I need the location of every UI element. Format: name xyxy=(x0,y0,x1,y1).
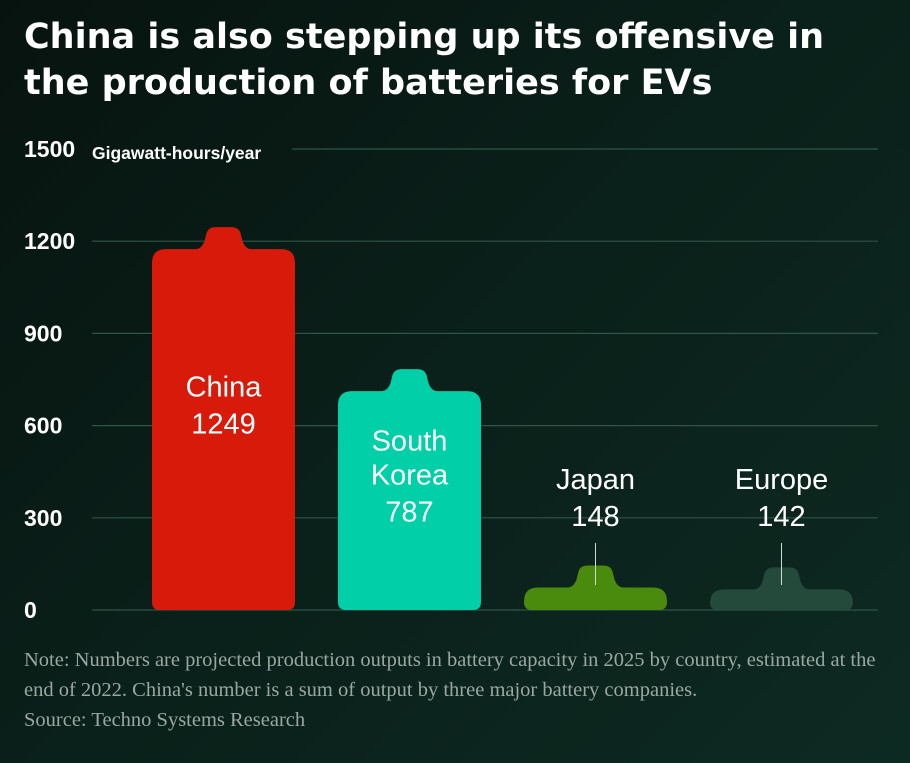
y-tick-label: 0 xyxy=(24,597,37,623)
y-axis-label: Gigawatt-hours/year xyxy=(92,143,261,163)
value-label: 787 xyxy=(385,497,433,529)
category-label: China xyxy=(186,372,263,404)
y-axis-ticks: 0 300 600 900 1200 1500 xyxy=(24,136,75,623)
value-label: 142 xyxy=(757,501,805,533)
bar-group: Japan 148 xyxy=(524,464,667,610)
note-text: Note: Numbers are projected production o… xyxy=(24,649,876,701)
y-tick-label: 1200 xyxy=(24,228,75,254)
source-text: Source: Techno Systems Research xyxy=(24,709,306,731)
bar-group: Europe 142 xyxy=(710,464,853,610)
bar-group: China 1249 xyxy=(152,227,295,610)
category-label: Europe xyxy=(735,464,829,496)
y-tick-label: 300 xyxy=(24,505,62,531)
bar xyxy=(152,227,295,610)
category-label: Korea xyxy=(371,460,449,492)
value-label: 1249 xyxy=(191,409,256,441)
y-tick-label: 1500 xyxy=(24,136,75,162)
bar xyxy=(338,369,481,610)
bar xyxy=(524,565,667,610)
chart-note: Note: Numbers are projected production o… xyxy=(24,645,884,735)
bar xyxy=(710,567,853,610)
category-label: South xyxy=(372,426,448,458)
category-label: Japan xyxy=(556,464,635,496)
bar-chart: 0 300 600 900 1200 1500 Gigawatt-hours/year C… xyxy=(24,136,878,623)
chart-title: China is also stepping up its offensive … xyxy=(24,17,825,103)
y-tick-label: 900 xyxy=(24,320,62,346)
y-tick-label: 600 xyxy=(24,413,62,439)
value-label: 148 xyxy=(571,501,619,533)
